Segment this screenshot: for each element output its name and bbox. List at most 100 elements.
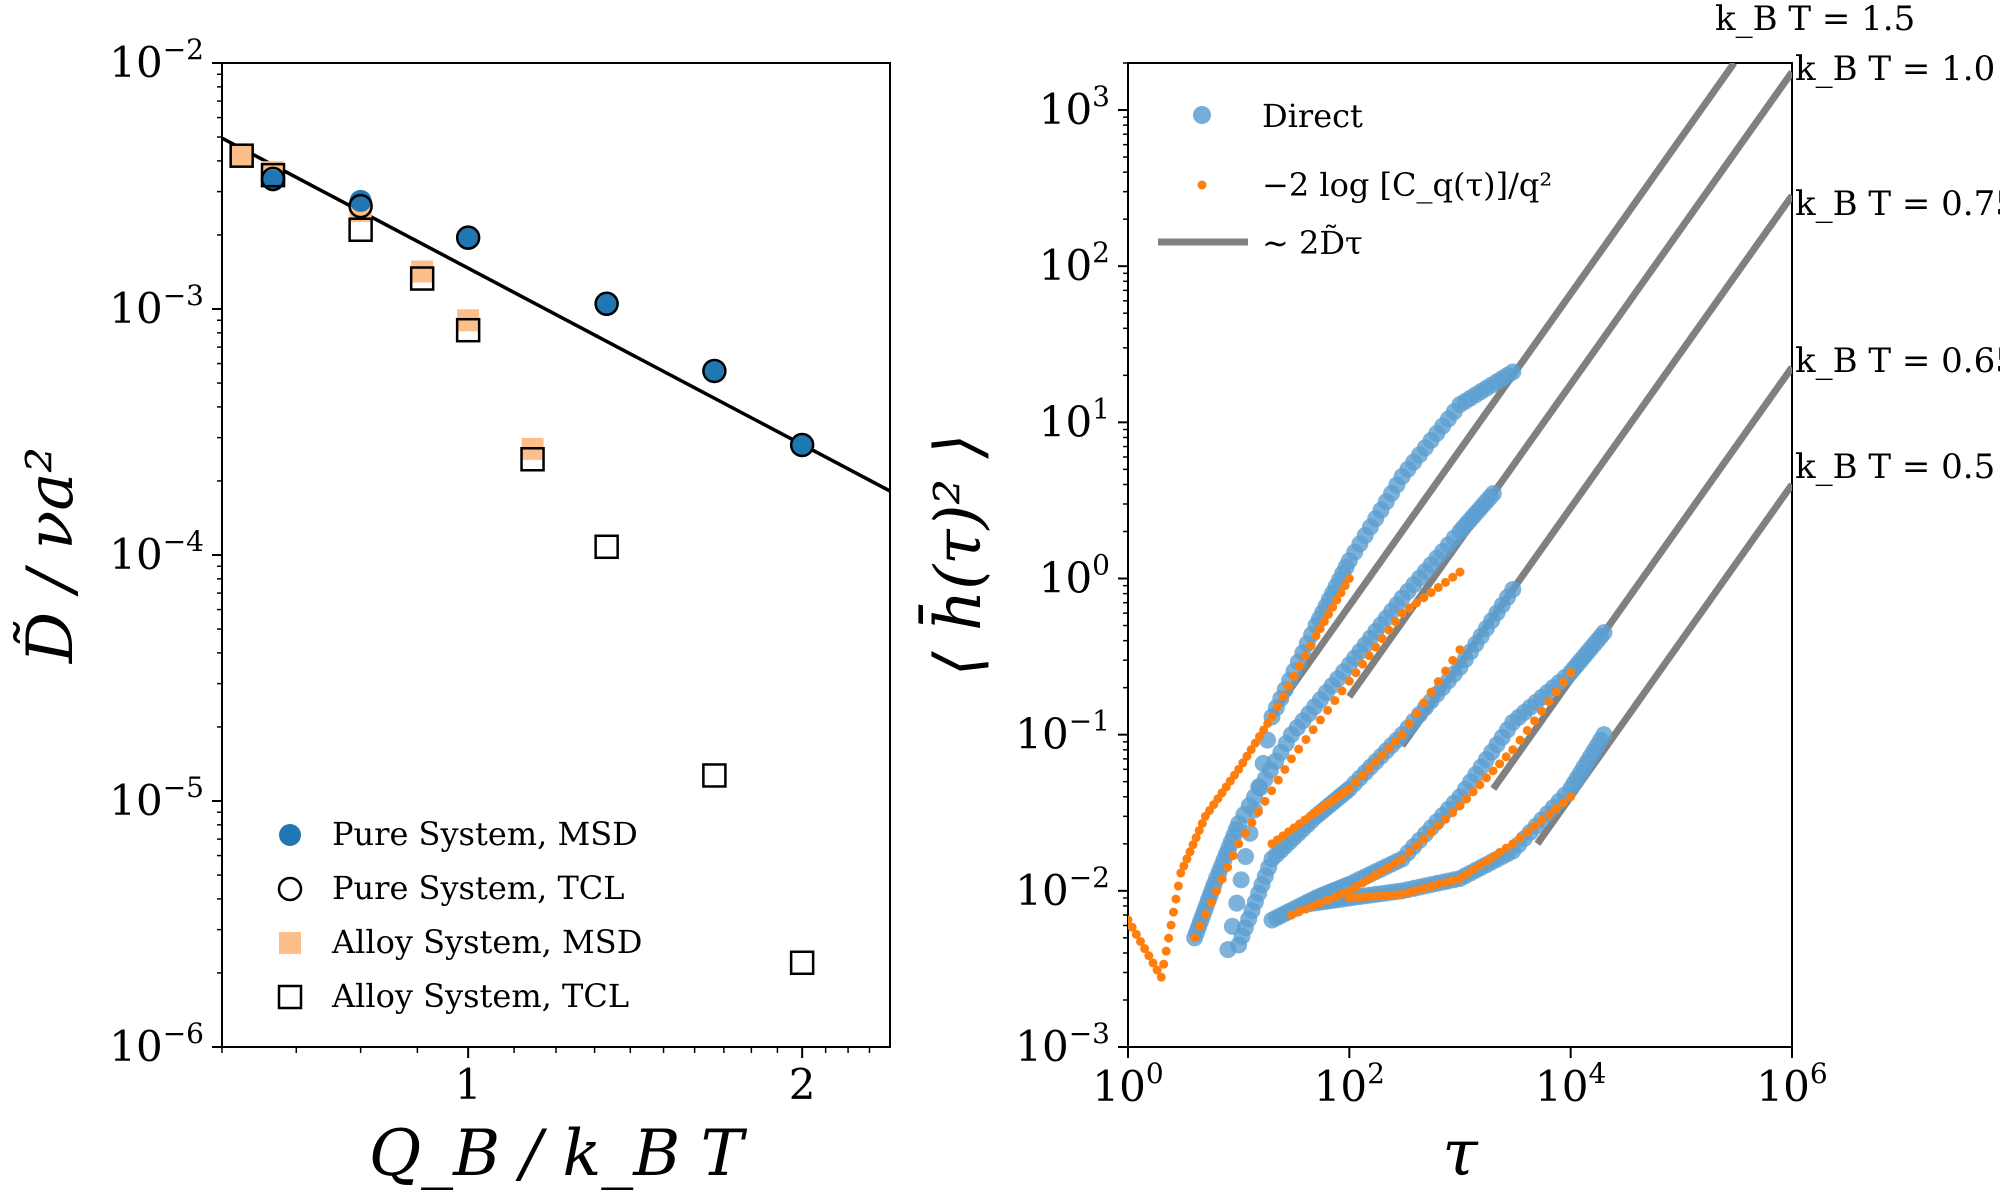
left-point-open-square [594, 534, 619, 560]
tcl-point-0 [1179, 861, 1189, 871]
tcl-point-4 [1377, 891, 1387, 901]
tcl-point-0 [1161, 946, 1171, 956]
left-x-tick-label: 1 [455, 1060, 482, 1109]
tcl-point-4 [1566, 792, 1576, 802]
tcl-point-1 [1364, 651, 1374, 661]
left-x-axis-label: Q_B / k_B T [369, 1117, 748, 1191]
tcl-point-4 [1522, 827, 1532, 837]
tcl-point-2 [1419, 698, 1429, 708]
tcl-point-4 [1419, 883, 1429, 893]
tcl-point-3 [1323, 895, 1333, 905]
tcl-point-2 [1426, 687, 1436, 697]
tcl-point-0 [1197, 818, 1207, 828]
tcl-point-3 [1419, 834, 1429, 844]
tcl-point-1 [1267, 786, 1277, 796]
curve-label-3: k_B T = 0.65 [1795, 341, 2000, 381]
tcl-point-1 [1253, 807, 1263, 817]
tcl-point-0 [1171, 894, 1181, 904]
tcl-point-3 [1468, 787, 1478, 797]
tcl-point-3 [1426, 827, 1436, 837]
tcl-point-3 [1351, 882, 1361, 892]
direct-point-0 [1237, 848, 1255, 866]
tcl-point-3 [1448, 808, 1458, 818]
direct-point-0 [1232, 871, 1250, 889]
tcl-point-1 [1212, 886, 1222, 896]
tcl-point-2 [1344, 784, 1354, 794]
tcl-point-0 [1254, 732, 1264, 742]
fit-line-1 [1346, 70, 1792, 699]
tcl-point-4 [1384, 890, 1394, 900]
right-y-tick-label: 10−1 [1015, 705, 1110, 759]
tcl-point-0 [1319, 616, 1329, 626]
tcl-point-3 [1337, 889, 1347, 899]
left-point-filled-square [411, 260, 434, 283]
tcl-point-3 [1522, 725, 1532, 735]
tcl-point-0 [1246, 745, 1256, 755]
direct-point-3 [1595, 624, 1613, 642]
left-legend-label: Alloy System, MSD [331, 923, 642, 961]
right-x-tick-label: 106 [1756, 1057, 1827, 1111]
tcl-point-4 [1468, 865, 1478, 875]
tcl-point-0 [1336, 588, 1346, 598]
left-legend-label: Pure System, TCL [332, 869, 625, 907]
tcl-point-1 [1377, 634, 1387, 644]
tcl-point-2 [1351, 777, 1361, 787]
tcl-point-1 [1260, 796, 1270, 806]
tcl-point-3 [1286, 910, 1296, 920]
tcl-point-3 [1488, 766, 1498, 776]
tcl-point-1 [1234, 839, 1244, 849]
tcl-point-3 [1462, 794, 1472, 804]
left-point-open-square [702, 763, 727, 788]
left-y-tick-label: 10−5 [109, 771, 204, 825]
tcl-point-4 [1508, 839, 1518, 849]
left-point-open-square [409, 266, 435, 291]
curve-label-0: k_B T = 1.5 [1715, 0, 1915, 39]
curve-label-2: k_B T = 0.75 [1795, 184, 2000, 224]
tcl-point-3 [1551, 687, 1561, 697]
tcl-point-0 [1300, 651, 1310, 661]
left-legend-label: Pure System, MSD [332, 815, 638, 853]
tcl-point-0 [1332, 595, 1342, 605]
tcl-point-4 [1551, 804, 1561, 814]
left-point-filled-circle [349, 189, 372, 212]
tcl-point-1 [1419, 593, 1429, 603]
tcl-point-0 [1168, 907, 1178, 917]
tcl-point-1 [1404, 603, 1414, 613]
tcl-point-0 [1263, 718, 1273, 728]
right-y-tick-label: 102 [1039, 236, 1110, 290]
right-y-tick-label: 101 [1039, 392, 1110, 446]
tcl-point-1 [1455, 567, 1465, 577]
tcl-point-2 [1455, 645, 1465, 655]
tcl-point-4 [1351, 893, 1361, 903]
direct-point-2 [1504, 581, 1522, 599]
left-legend-label: Alloy System, TCL [331, 977, 629, 1015]
tcl-point-1 [1308, 725, 1318, 735]
left-point-open-square [455, 317, 481, 343]
tcl-point-0 [1128, 922, 1137, 932]
tcl-point-0 [1267, 712, 1277, 722]
tcl-point-3 [1315, 898, 1325, 908]
tcl-point-3 [1475, 780, 1485, 790]
tcl-point-0 [1238, 758, 1248, 768]
tcl-point-3 [1301, 904, 1311, 914]
left-y-tick-label: 10−3 [109, 279, 204, 333]
right-y-tick-label: 103 [1039, 80, 1110, 134]
tcl-point-0 [1324, 609, 1334, 619]
tcl-point-1 [1240, 828, 1250, 838]
tcl-point-0 [1176, 868, 1186, 878]
tcl-point-0 [1250, 738, 1260, 748]
tcl-point-3 [1501, 752, 1511, 762]
tcl-point-1 [1228, 851, 1238, 861]
tcl-point-1 [1441, 577, 1451, 587]
tcl-point-4 [1537, 815, 1547, 825]
right-plot: 10−3 10−2 10−1 100 101 102 103 100 102 104 106 τ ⟨ h… [918, 0, 2000, 1191]
tcl-point-3 [1481, 773, 1491, 783]
tcl-point-1 [1294, 744, 1304, 754]
tcl-point-1 [1391, 617, 1401, 627]
tcl-point-3 [1495, 759, 1505, 769]
right-legend-marker [1197, 180, 1207, 190]
tcl-point-1 [1351, 668, 1361, 678]
tcl-point-0 [1140, 944, 1150, 954]
right-data-area [1128, 63, 1792, 982]
